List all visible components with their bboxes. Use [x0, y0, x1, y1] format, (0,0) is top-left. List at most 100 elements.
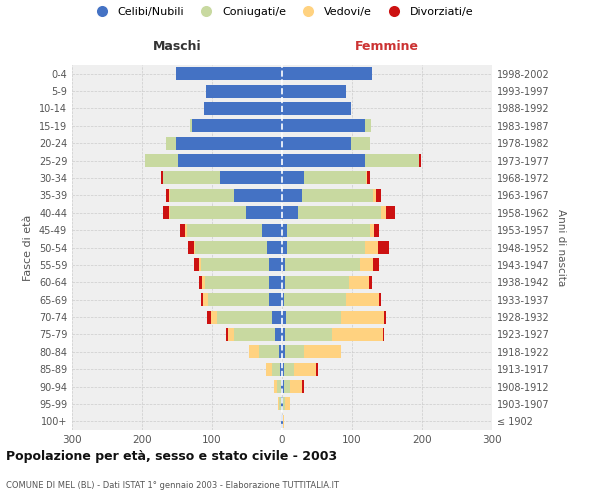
- Bar: [283, 398, 285, 410]
- Bar: [274, 380, 277, 393]
- Bar: [282, 362, 284, 376]
- Bar: [282, 102, 350, 115]
- Bar: [194, 258, 199, 272]
- Legend: Celibi/Nubili, Coniugati/e, Vedovi/e, Divorziati/e: Celibi/Nubili, Coniugati/e, Vedovi/e, Di…: [91, 6, 473, 16]
- Bar: [208, 293, 269, 306]
- Bar: [176, 67, 282, 80]
- Bar: [373, 189, 376, 202]
- Bar: [346, 293, 379, 306]
- Bar: [287, 241, 365, 254]
- Bar: [178, 154, 282, 167]
- Bar: [194, 241, 195, 254]
- Bar: [235, 328, 275, 341]
- Bar: [190, 120, 193, 132]
- Bar: [169, 189, 170, 202]
- Bar: [170, 206, 245, 220]
- Bar: [282, 206, 298, 220]
- Bar: [294, 362, 316, 376]
- Bar: [283, 415, 284, 428]
- Bar: [281, 415, 282, 428]
- Bar: [282, 84, 346, 98]
- Bar: [199, 258, 201, 272]
- Bar: [211, 310, 217, 324]
- Bar: [271, 310, 282, 324]
- Bar: [281, 380, 282, 393]
- Bar: [282, 67, 371, 80]
- Bar: [349, 276, 369, 289]
- Bar: [278, 346, 282, 358]
- Bar: [370, 224, 374, 236]
- Bar: [284, 362, 294, 376]
- Bar: [285, 398, 290, 410]
- Bar: [282, 241, 287, 254]
- Bar: [226, 328, 228, 341]
- Bar: [282, 258, 285, 272]
- Bar: [361, 258, 373, 272]
- Bar: [217, 310, 271, 324]
- Bar: [365, 241, 378, 254]
- Bar: [282, 172, 304, 184]
- Bar: [269, 276, 282, 289]
- Bar: [201, 258, 269, 272]
- Bar: [176, 136, 282, 149]
- Bar: [285, 346, 304, 358]
- Bar: [266, 241, 282, 254]
- Bar: [373, 258, 379, 272]
- Bar: [279, 398, 281, 410]
- Bar: [269, 258, 282, 272]
- Bar: [206, 84, 282, 98]
- Bar: [245, 206, 282, 220]
- Bar: [278, 398, 279, 410]
- Text: Femmine: Femmine: [355, 40, 419, 53]
- Bar: [166, 136, 176, 149]
- Bar: [332, 328, 383, 341]
- Text: COMUNE DI MEL (BL) - Dati ISTAT 1° gennaio 2003 - Elaborazione TUTTITALIA.IT: COMUNE DI MEL (BL) - Dati ISTAT 1° genna…: [6, 481, 339, 490]
- Bar: [284, 380, 290, 393]
- Bar: [282, 310, 286, 324]
- Bar: [419, 154, 421, 167]
- Bar: [170, 189, 235, 202]
- Bar: [383, 328, 384, 341]
- Bar: [266, 362, 271, 376]
- Bar: [277, 380, 281, 393]
- Bar: [374, 224, 379, 236]
- Bar: [384, 310, 386, 324]
- Bar: [290, 380, 302, 393]
- Bar: [145, 154, 178, 167]
- Bar: [304, 346, 341, 358]
- Bar: [378, 241, 389, 254]
- Bar: [199, 276, 202, 289]
- Y-axis label: Fasce di età: Fasce di età: [23, 214, 33, 280]
- Bar: [285, 276, 349, 289]
- Bar: [282, 224, 287, 236]
- Bar: [282, 136, 350, 149]
- Bar: [185, 224, 187, 236]
- Bar: [235, 189, 282, 202]
- Bar: [262, 224, 282, 236]
- Bar: [366, 172, 367, 184]
- Bar: [302, 189, 373, 202]
- Bar: [282, 154, 365, 167]
- Bar: [350, 136, 370, 149]
- Bar: [282, 380, 284, 393]
- Bar: [282, 398, 283, 410]
- Bar: [207, 310, 211, 324]
- Bar: [161, 172, 163, 184]
- Bar: [188, 241, 194, 254]
- Bar: [287, 224, 370, 236]
- Text: Popolazione per età, sesso e stato civile - 2003: Popolazione per età, sesso e stato civil…: [6, 450, 337, 463]
- Bar: [205, 276, 269, 289]
- Bar: [249, 346, 259, 358]
- Bar: [367, 172, 370, 184]
- Bar: [376, 189, 381, 202]
- Bar: [282, 328, 285, 341]
- Bar: [316, 362, 318, 376]
- Bar: [302, 380, 304, 393]
- Bar: [285, 328, 332, 341]
- Bar: [286, 310, 341, 324]
- Bar: [280, 362, 282, 376]
- Text: Maschi: Maschi: [152, 40, 202, 53]
- Bar: [163, 172, 220, 184]
- Bar: [341, 310, 384, 324]
- Bar: [281, 398, 282, 410]
